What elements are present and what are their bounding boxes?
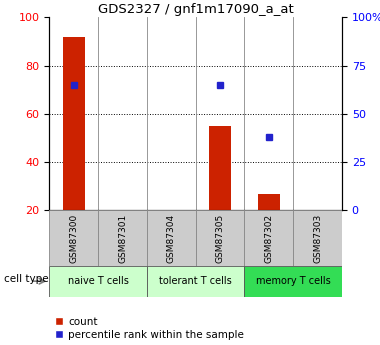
- Bar: [147, 210, 196, 266]
- Bar: [209, 126, 231, 210]
- Text: memory T cells: memory T cells: [256, 276, 331, 286]
- Text: tolerant T cells: tolerant T cells: [159, 276, 232, 286]
- Bar: [293, 210, 342, 266]
- Bar: [244, 210, 293, 266]
- Title: GDS2327 / gnf1m17090_a_at: GDS2327 / gnf1m17090_a_at: [98, 3, 294, 16]
- Text: naive T cells: naive T cells: [68, 276, 128, 286]
- Bar: [258, 194, 280, 210]
- Bar: [147, 266, 244, 297]
- Text: GSM87300: GSM87300: [69, 214, 78, 263]
- Bar: [98, 210, 147, 266]
- Bar: [244, 266, 342, 297]
- Legend: count, percentile rank within the sample: count, percentile rank within the sample: [55, 317, 244, 340]
- Bar: [49, 210, 98, 266]
- Text: GSM87301: GSM87301: [118, 214, 127, 263]
- Bar: [196, 210, 244, 266]
- Text: GSM87305: GSM87305: [215, 214, 225, 263]
- Text: GSM87303: GSM87303: [313, 214, 322, 263]
- Text: cell type: cell type: [4, 275, 48, 284]
- Text: GSM87302: GSM87302: [264, 214, 273, 263]
- Bar: [49, 266, 147, 297]
- Text: GSM87304: GSM87304: [167, 214, 176, 263]
- Bar: [63, 37, 85, 210]
